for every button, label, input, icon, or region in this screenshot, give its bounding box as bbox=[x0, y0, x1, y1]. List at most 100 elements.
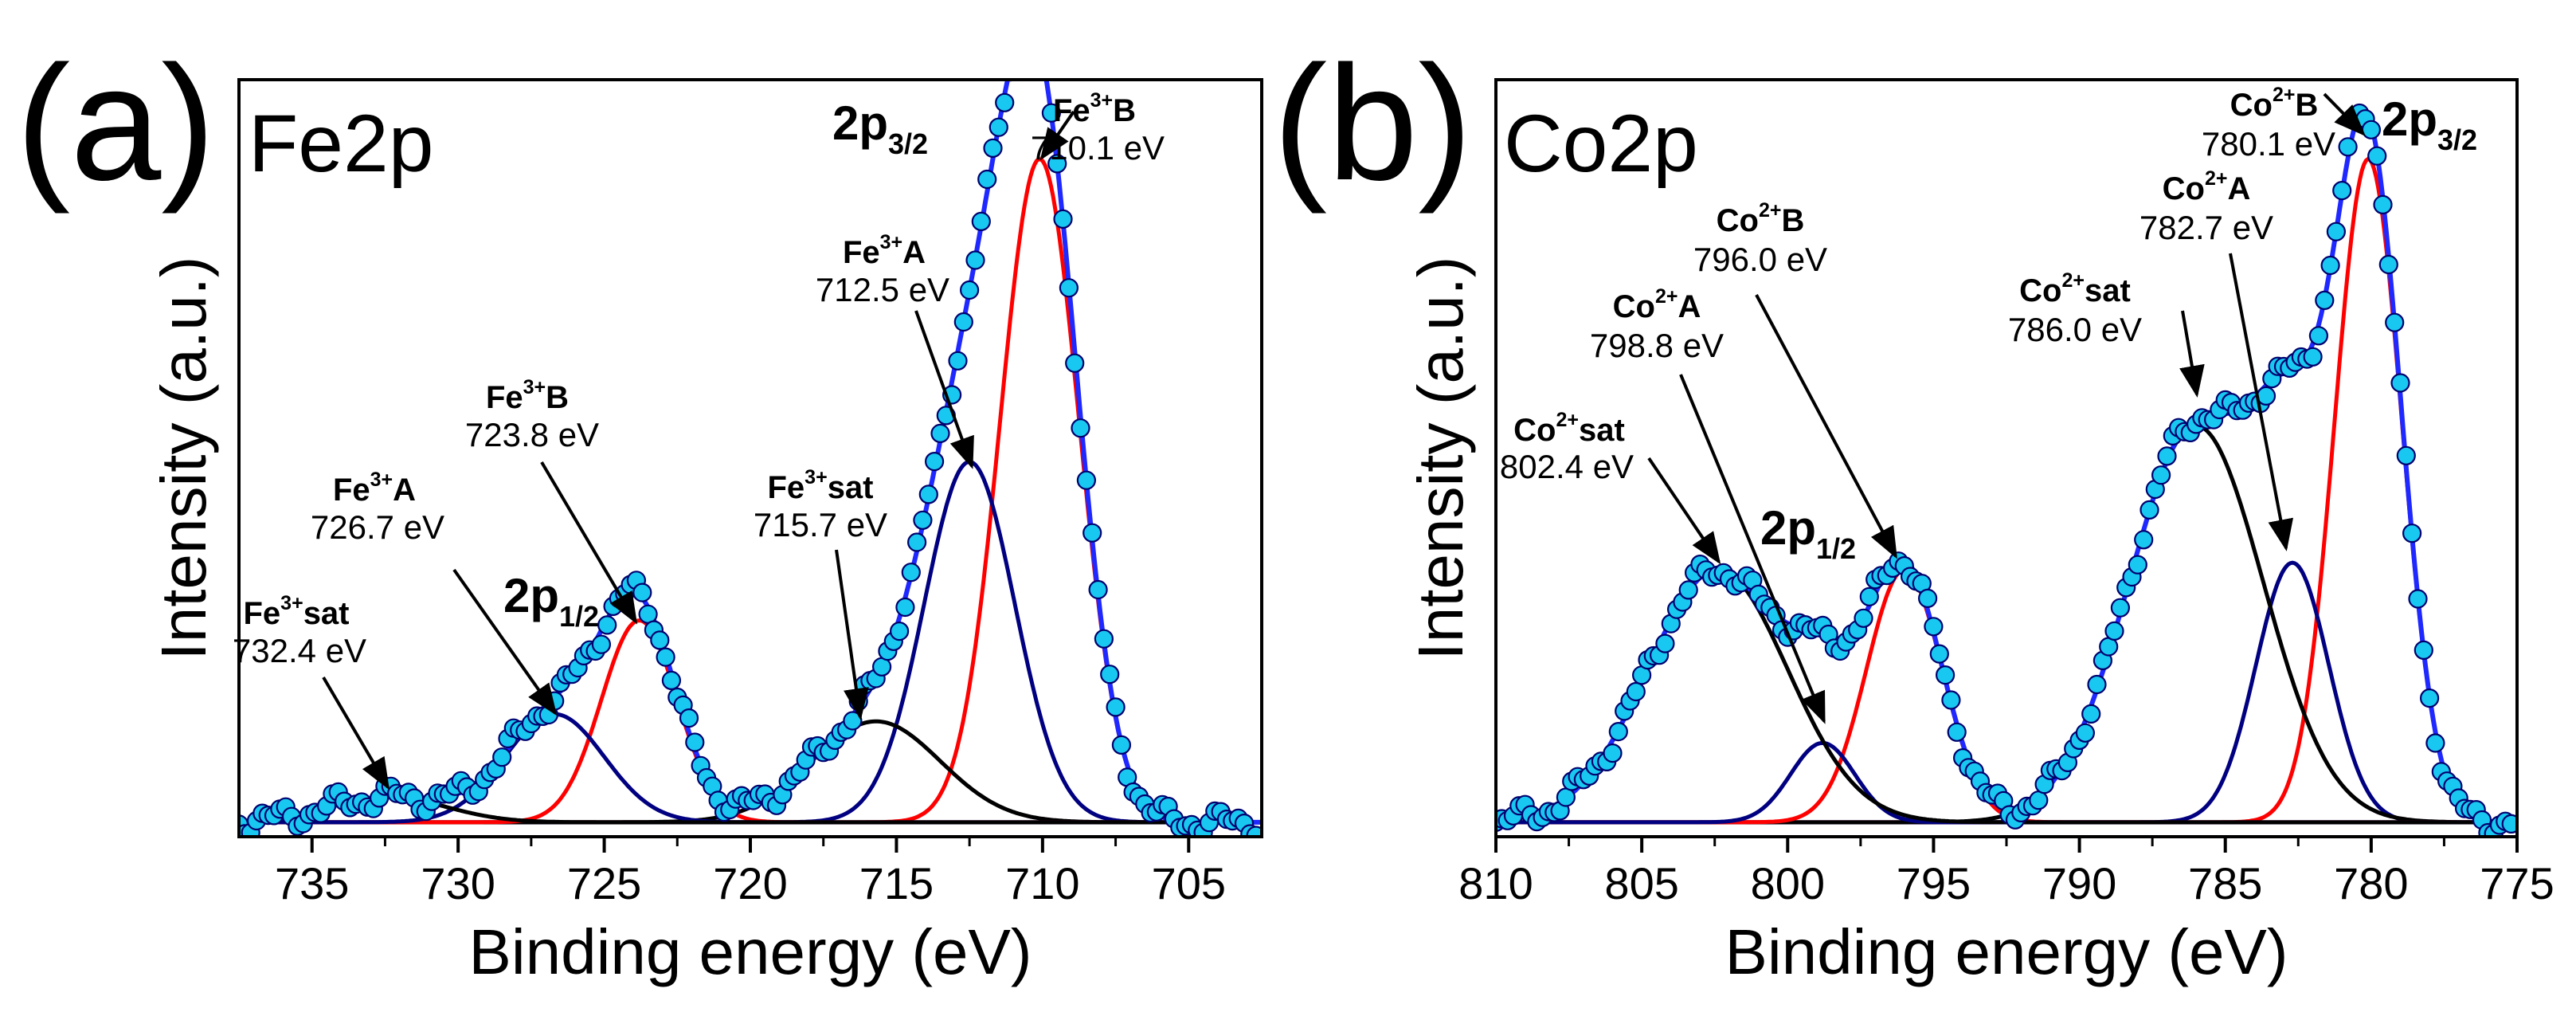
svg-text:712.5 eV: 712.5 eV bbox=[816, 271, 949, 308]
fe-x-tick-label: 735 bbox=[275, 858, 349, 908]
co-data-point bbox=[1608, 721, 1628, 742]
fe-data-point bbox=[1106, 697, 1126, 717]
co-data-point bbox=[2367, 146, 2387, 166]
co-component-2 bbox=[1496, 423, 2517, 825]
fe-data-point bbox=[1025, 18, 1043, 36]
svg-text:796.0 eV: 796.0 eV bbox=[1693, 241, 1827, 278]
co-x-tick-label: 810 bbox=[1458, 858, 1533, 908]
fe-x-tick-label: 710 bbox=[1005, 858, 1079, 908]
co-x-tick-label: 795 bbox=[1897, 858, 1971, 908]
fe-x-tick-label: 715 bbox=[859, 858, 934, 908]
co-data-point bbox=[2373, 194, 2393, 214]
fe-data-point bbox=[924, 451, 945, 472]
fe-data-point bbox=[930, 423, 950, 444]
fe-data-point bbox=[959, 280, 980, 300]
co-data-point bbox=[1854, 608, 1873, 628]
annotation-fe3-a-726: Fe3+A 726.7 eV bbox=[311, 469, 558, 716]
panel-b-y-axis-title: Intensity (a.u.) bbox=[1405, 257, 1476, 661]
panel-a-plot-frame bbox=[237, 78, 1263, 838]
fe-data-point bbox=[995, 92, 1015, 112]
fe-data-point bbox=[1041, 103, 1062, 123]
svg-text:802.4 eV: 802.4 eV bbox=[1500, 448, 1634, 485]
fe-x-tick-label: 705 bbox=[1152, 858, 1226, 908]
svg-text:726.7 eV: 726.7 eV bbox=[311, 508, 444, 546]
panel-a-plot-data bbox=[239, 18, 1262, 837]
co-component-0 bbox=[1496, 156, 2517, 825]
fe-data-point bbox=[989, 117, 1008, 137]
orbital-label-2p1-2: 2p1/2 bbox=[503, 569, 599, 633]
fe-data-point bbox=[1053, 209, 1073, 229]
fe-data-point bbox=[1037, 57, 1055, 74]
co-data-point bbox=[1941, 690, 1961, 710]
co-data-point bbox=[1859, 586, 1879, 606]
fe-data-point bbox=[983, 138, 1003, 158]
fe-x-tick-label: 725 bbox=[567, 858, 641, 908]
svg-text:710.1 eV: 710.1 eV bbox=[1031, 129, 1165, 167]
co-data-point bbox=[2332, 181, 2352, 201]
fe-x-tick-label: 720 bbox=[713, 858, 787, 908]
fe-data-point bbox=[1031, 25, 1048, 42]
annotation-fe3-a-712: Fe3+A 712.5 eV bbox=[816, 231, 974, 469]
fe-data-point bbox=[918, 484, 938, 504]
co-data-point bbox=[2390, 373, 2410, 393]
co-data-point bbox=[2110, 598, 2130, 618]
co-data-point bbox=[2151, 465, 2171, 485]
fe-data-point bbox=[889, 621, 910, 641]
fe-data-point bbox=[632, 583, 652, 602]
co-data-point bbox=[2320, 255, 2340, 276]
svg-text:Co2+B: Co2+B bbox=[1717, 199, 1805, 238]
co-data-point bbox=[1924, 617, 1944, 637]
fe-data-point bbox=[901, 563, 921, 583]
orbital-label-2p3-2-co: 2p3/2 bbox=[2382, 92, 2477, 156]
svg-text:Fe3+sat: Fe3+sat bbox=[767, 466, 873, 505]
co-x-tick-label: 775 bbox=[2480, 858, 2554, 908]
annotation-fe3-sat-715: Fe3+sat 715.7 eV bbox=[754, 466, 887, 720]
fe-data-point bbox=[953, 312, 973, 332]
co-data-point bbox=[1556, 787, 1576, 807]
co-data-point bbox=[2338, 137, 2358, 157]
fe-data-point bbox=[1013, 29, 1031, 47]
panel-letter-a: (a) bbox=[16, 32, 216, 214]
fe-data-point bbox=[1020, 24, 1037, 41]
co-x-tick-label: 785 bbox=[2188, 858, 2262, 908]
svg-text:Fe3+B: Fe3+B bbox=[1053, 89, 1136, 128]
co-x-tick-label: 805 bbox=[1604, 858, 1678, 908]
svg-text:798.8 eV: 798.8 eV bbox=[1590, 327, 1724, 364]
svg-text:782.7 eV: 782.7 eV bbox=[2139, 209, 2273, 246]
orbital-label-2p1-2-co: 2p1/2 bbox=[1760, 501, 1856, 565]
annotation-co2-a-798: Co2+A 798.8 eV bbox=[1590, 285, 1826, 724]
svg-text:780.1 eV: 780.1 eV bbox=[2202, 125, 2335, 163]
panel-b-x-axis-title: Binding energy (eV) bbox=[1725, 916, 2288, 987]
co-data-point bbox=[2075, 723, 2095, 743]
annotation-fe3-b-723: Fe3+B 723.8 eV bbox=[465, 376, 638, 625]
fe-data-point bbox=[948, 351, 968, 371]
fe-data-point bbox=[638, 604, 658, 624]
fe-data-point bbox=[1065, 353, 1085, 373]
co-component-1 bbox=[1496, 560, 2517, 825]
fe-data-point bbox=[906, 532, 927, 552]
co-data-point bbox=[1678, 580, 1698, 600]
co-data-point bbox=[2303, 347, 2323, 367]
co-data-point bbox=[2029, 790, 2049, 810]
annotation-fe3-b-710: Fe3+B 710.1 eV bbox=[1031, 89, 1165, 167]
svg-text:Fe3+sat: Fe3+sat bbox=[243, 592, 349, 631]
svg-text:786.0 eV: 786.0 eV bbox=[2008, 311, 2142, 348]
co-data-point bbox=[2157, 446, 2177, 466]
co-data-point bbox=[2104, 621, 2124, 641]
panel-a: (a) Fe2p 735 730 725 720 715 710 705 Binding e… bbox=[16, 18, 1263, 987]
co-x-tick-label: 800 bbox=[1751, 858, 1825, 908]
co-data-point bbox=[1626, 681, 1646, 702]
fe-data-point bbox=[591, 634, 612, 654]
fe-data-point bbox=[650, 630, 670, 650]
co-data-point bbox=[2315, 290, 2335, 310]
panel-a-x-axis: 735 730 725 720 715 710 705 bbox=[275, 837, 1226, 908]
co-data-point bbox=[1936, 665, 1955, 685]
panel-a-x-axis-title: Binding energy (eV) bbox=[468, 916, 1032, 987]
panel-b: (b) Co2p 810 805 800 795 790 785 780 775 Bindin… bbox=[1273, 32, 2554, 987]
panel-b-plot-data bbox=[1496, 103, 2517, 837]
co-data-point bbox=[2308, 326, 2328, 346]
co-data-point bbox=[2326, 222, 2346, 241]
svg-text:Co2+A: Co2+A bbox=[1613, 285, 1701, 324]
annotation-co2-b-780: Co2+B 780.1 eV bbox=[2202, 84, 2366, 163]
